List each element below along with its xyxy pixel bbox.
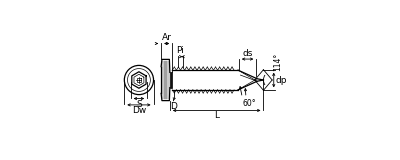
- Text: dp: dp: [276, 76, 287, 84]
- Text: S: S: [136, 100, 142, 109]
- Text: ds: ds: [242, 49, 253, 58]
- Text: L: L: [214, 111, 219, 120]
- Text: Dw: Dw: [132, 106, 146, 115]
- Bar: [170, 72, 172, 88]
- Text: 114°: 114°: [273, 52, 282, 71]
- Text: Pi: Pi: [177, 46, 184, 55]
- Text: 60°: 60°: [243, 99, 256, 108]
- Text: D: D: [170, 102, 177, 111]
- Text: Ar: Ar: [162, 33, 172, 42]
